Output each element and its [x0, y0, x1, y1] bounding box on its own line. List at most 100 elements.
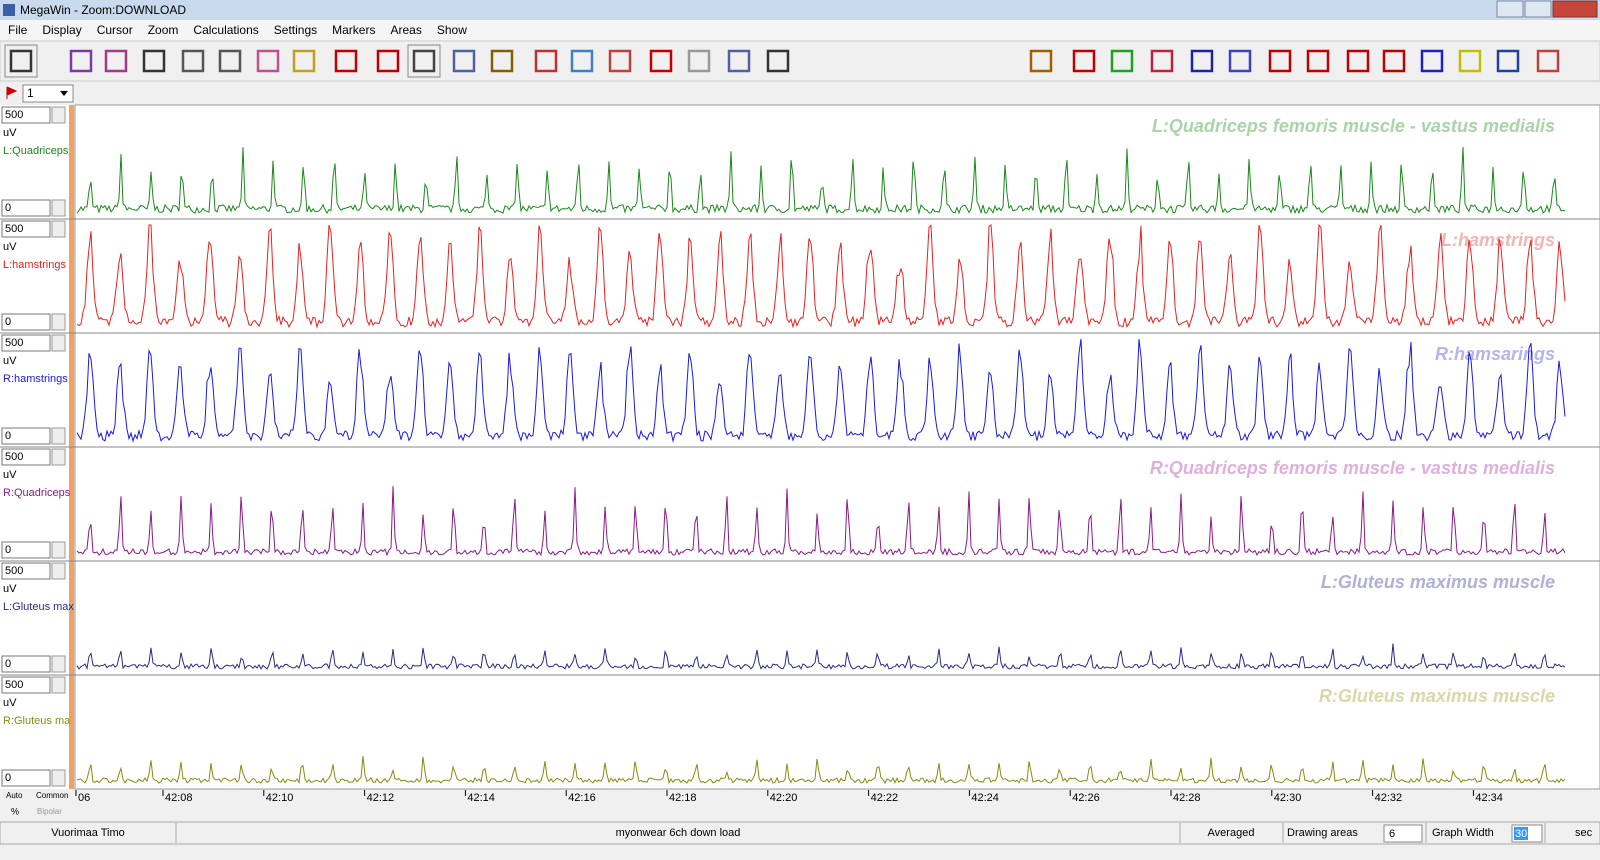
- spinner[interactable]: [51, 448, 66, 466]
- toolbar-icon: [1536, 49, 1560, 73]
- scale-min-input[interactable]: [1, 655, 51, 673]
- bipolar-option[interactable]: Bipolar: [37, 807, 62, 816]
- toolbar-icon: [376, 49, 400, 73]
- auto-option[interactable]: Auto: [6, 791, 23, 800]
- spinner[interactable]: [51, 427, 66, 445]
- scale-min-input[interactable]: [1, 313, 51, 331]
- toolbar-icon: [9, 49, 33, 73]
- menu-item[interactable]: Cursor: [97, 23, 133, 37]
- close-button[interactable]: [1552, 0, 1598, 18]
- scale-max: 500: [5, 451, 23, 463]
- menu-item[interactable]: Settings: [274, 23, 317, 37]
- unit: uV: [3, 469, 17, 481]
- unit: uV: [3, 127, 17, 139]
- scale-max-input[interactable]: [1, 106, 51, 124]
- unit: uV: [3, 355, 17, 367]
- spinner[interactable]: [51, 676, 66, 694]
- toolbar-icon: [334, 49, 358, 73]
- toolbar-icon: [256, 49, 280, 73]
- status-mode: Averaged: [1208, 827, 1255, 839]
- toolbar-button[interactable]: [4, 44, 38, 78]
- toolbar-icon: [1420, 49, 1444, 73]
- status-file: myonwear 6ch down load: [616, 827, 741, 839]
- app-icon: [3, 4, 15, 16]
- time-label: 42:16: [568, 792, 596, 804]
- toolbar-icon: [570, 49, 594, 73]
- scale-min: 0: [5, 316, 11, 328]
- spinner[interactable]: [51, 220, 66, 238]
- status-user: Vuorimaa Timo: [51, 827, 125, 839]
- toolbar-icon: [1496, 49, 1520, 73]
- scale-min-input[interactable]: [1, 769, 51, 787]
- marker-select[interactable]: [22, 84, 74, 103]
- scale-min: 0: [5, 658, 11, 670]
- channel-title: L:hamstrings: [1441, 230, 1555, 250]
- toolbar-icon: [534, 49, 558, 73]
- toolbar-icon: [104, 49, 128, 73]
- percent-option[interactable]: %: [11, 806, 19, 816]
- toolbar-icon: [490, 49, 514, 73]
- toolbar-icon: [452, 49, 476, 73]
- spinner[interactable]: [51, 655, 66, 673]
- spinner[interactable]: [51, 199, 66, 217]
- scale-max-input[interactable]: [1, 220, 51, 238]
- maximize-button[interactable]: [1524, 0, 1552, 18]
- toolbar-icon: [1268, 49, 1292, 73]
- scale-max: 500: [5, 565, 23, 577]
- scale-max-input[interactable]: [1, 676, 51, 694]
- channel-title: R:hamsarings: [1435, 344, 1555, 364]
- time-label: 42:32: [1375, 792, 1403, 804]
- toolbar-icon: [142, 49, 166, 73]
- toolbar-icon: [766, 49, 790, 73]
- toolbar: [0, 40, 1600, 82]
- time-label: 42:18: [669, 792, 697, 804]
- spinner[interactable]: [51, 541, 66, 559]
- toolbar-icon: [412, 49, 436, 73]
- toolbar-icon: [1458, 49, 1482, 73]
- time-label: 42:24: [971, 792, 999, 804]
- graph-width-value: 30: [1515, 828, 1527, 840]
- graph-width-unit: sec: [1575, 827, 1593, 839]
- title-bar: [0, 0, 1600, 20]
- spinner[interactable]: [51, 313, 66, 331]
- channel-title: L:Gluteus maximus muscle: [1321, 572, 1555, 592]
- spinner[interactable]: [51, 334, 66, 352]
- menu-item[interactable]: File: [8, 23, 28, 37]
- spinner[interactable]: [51, 562, 66, 580]
- emg-trace: [76, 146, 1566, 215]
- menu-item[interactable]: Calculations: [193, 23, 258, 37]
- scale-max-input[interactable]: [1, 334, 51, 352]
- common-option[interactable]: Common: [36, 791, 68, 800]
- scale-min-input[interactable]: [1, 541, 51, 559]
- toolbar-icon: [1150, 49, 1174, 73]
- menu-item[interactable]: Areas: [390, 23, 421, 37]
- spinner[interactable]: [51, 769, 66, 787]
- scale-max-input[interactable]: [1, 562, 51, 580]
- menu-item[interactable]: Display: [42, 23, 81, 37]
- toolbar-icon: [1306, 49, 1330, 73]
- unit: uV: [3, 241, 17, 253]
- scale-max-input[interactable]: [1, 448, 51, 466]
- scale-max: 500: [5, 223, 23, 235]
- toolbar-icon: [727, 49, 751, 73]
- spinner[interactable]: [51, 106, 66, 124]
- menu-item[interactable]: Zoom: [148, 23, 179, 37]
- menu-item[interactable]: Show: [437, 23, 467, 37]
- toolbar-icon: [1228, 49, 1252, 73]
- toolbar-icon: [687, 49, 711, 73]
- toolbar-icon: [1029, 49, 1053, 73]
- channel-label: R:Quadriceps: [3, 487, 71, 499]
- channel-label: R:Gluteus ma: [3, 715, 71, 727]
- menu-item[interactable]: Markers: [332, 23, 375, 37]
- toolbar-icon: [292, 49, 316, 73]
- scale-min: 0: [5, 202, 11, 214]
- time-label: 42:26: [1072, 792, 1100, 804]
- toolbar-button[interactable]: [407, 44, 441, 78]
- scale-min-input[interactable]: [1, 427, 51, 445]
- minimize-button[interactable]: [1496, 0, 1524, 18]
- drawing-areas-select[interactable]: [1383, 824, 1423, 843]
- toolbar-icon: [218, 49, 242, 73]
- emg-trace: [76, 486, 1566, 557]
- scale-min-input[interactable]: [1, 199, 51, 217]
